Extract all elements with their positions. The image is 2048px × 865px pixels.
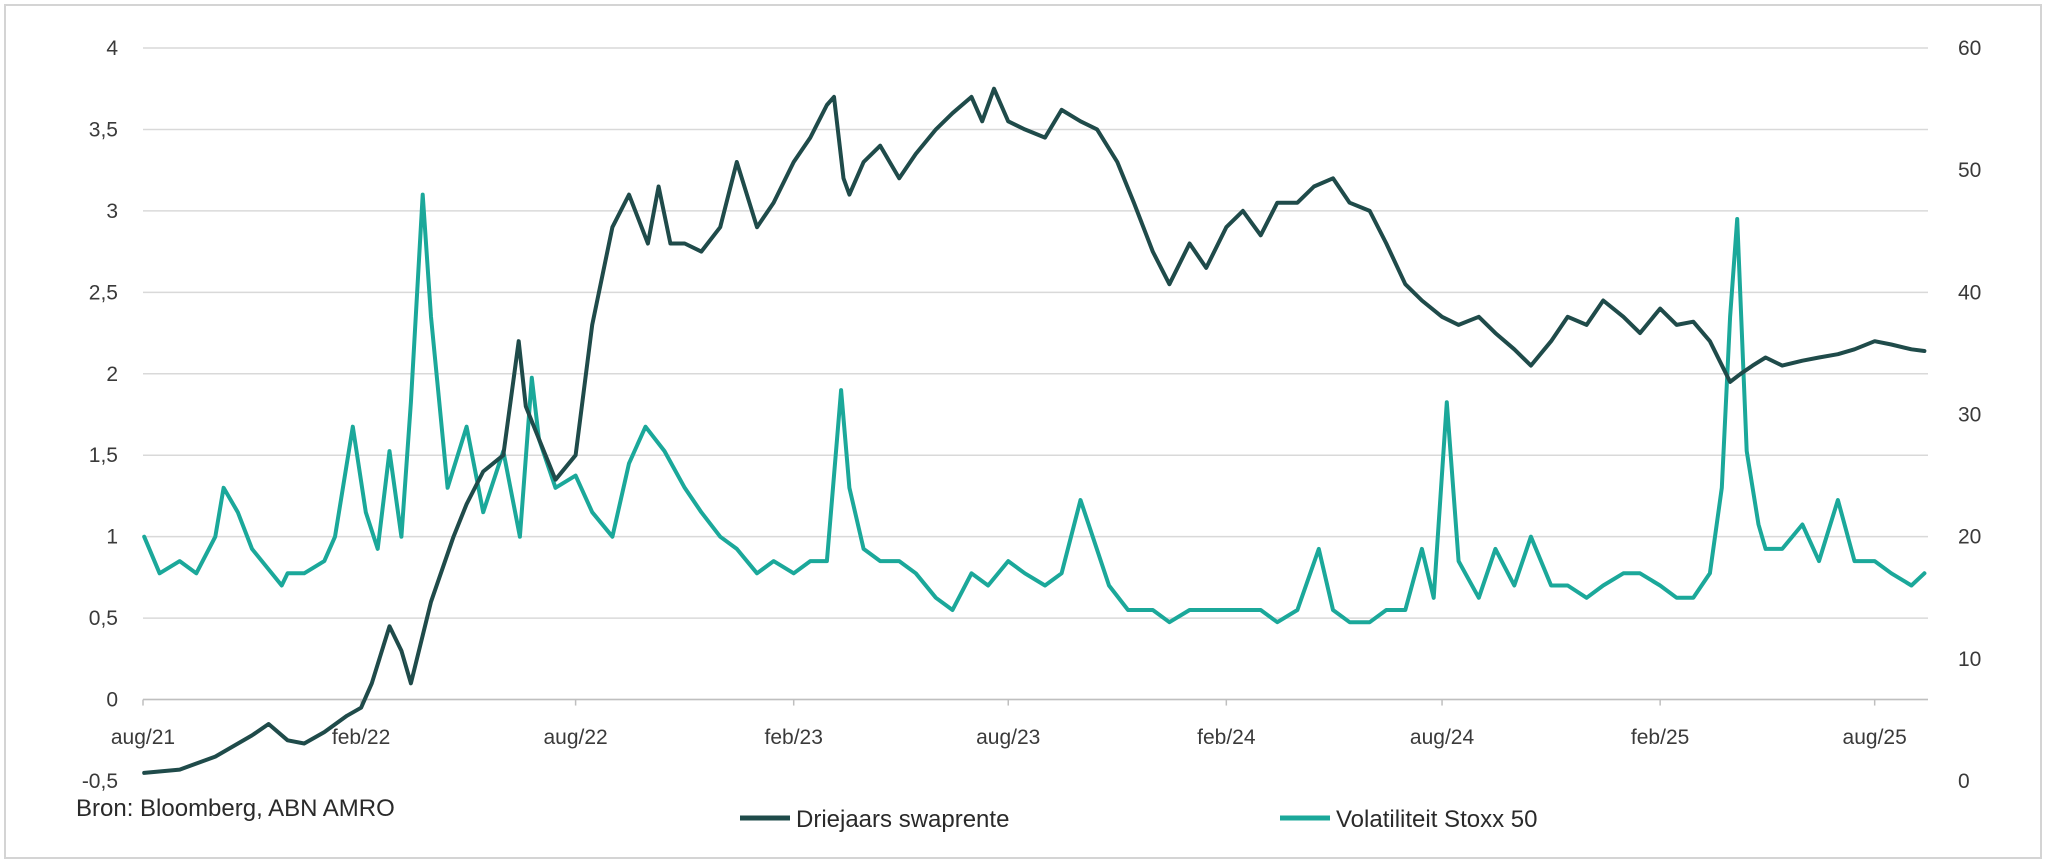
- x-tick-label: aug/25: [1843, 726, 1907, 749]
- series-line-swaprente: [142, 86, 1927, 775]
- right-tick-label: 0: [1958, 770, 1970, 793]
- legend-label-swap: Driejaars swaprente: [796, 806, 1009, 833]
- x-tick-label: feb/22: [332, 726, 390, 749]
- left-tick-label: 2,5: [89, 281, 118, 304]
- right-tick-label: 60: [1958, 37, 1981, 60]
- right-tick-label: 20: [1958, 526, 1981, 549]
- series-lines: [142, 86, 1927, 775]
- x-tick-label: aug/22: [544, 726, 608, 749]
- right-tick-label: 40: [1958, 281, 1981, 304]
- series-line-volatiliteit: [142, 192, 1927, 625]
- left-tick-label: 4: [106, 37, 118, 60]
- x-tick-label: feb/24: [1197, 726, 1256, 749]
- left-tick-label: 2: [106, 363, 118, 386]
- left-tick-label: 1: [106, 526, 118, 549]
- x-tick-label: aug/21: [111, 726, 175, 749]
- right-tick-label: 10: [1958, 648, 1981, 671]
- left-tick-label: 0,5: [89, 607, 118, 630]
- left-tick-label: 3: [106, 200, 118, 223]
- left-axis-ticks: -0,5 0 0,5 1 1,5 2 2,5 3 3,5 4: [82, 37, 119, 793]
- x-axis-ticks: aug/21 feb/22 aug/22 feb/23 aug/23 feb/24 aug/…: [111, 699, 1907, 749]
- right-tick-label: 50: [1958, 159, 1981, 182]
- legend: Driejaars swaprente Volatiliteit Stoxx 5…: [740, 806, 1537, 833]
- right-tick-label: 30: [1958, 404, 1981, 427]
- left-tick-label: 3,5: [89, 118, 118, 141]
- x-tick-label: aug/24: [1410, 726, 1475, 749]
- source-note: Bron: Bloomberg, ABN AMRO: [76, 795, 395, 822]
- left-tick-label: -0,5: [82, 770, 118, 793]
- x-tick-label: aug/23: [976, 726, 1040, 749]
- right-axis-ticks: 0 10 20 30 40 50 60: [1958, 37, 1981, 793]
- left-tick-label: 1,5: [89, 444, 118, 467]
- x-tick-label: feb/23: [765, 726, 823, 749]
- legend-label-vol: Volatiliteit Stoxx 50: [1336, 806, 1537, 833]
- left-tick-label: 0: [106, 689, 118, 712]
- x-tick-label: feb/25: [1631, 726, 1689, 749]
